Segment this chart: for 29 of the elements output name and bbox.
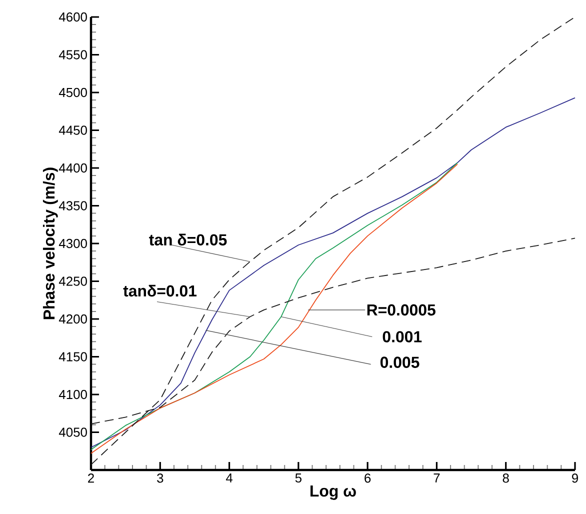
y-tick-label: 4400 (58, 163, 87, 173)
y-tick-label: 4600 (58, 12, 87, 22)
x-tick-label: 8 (502, 474, 509, 483)
y-tick-label: 4250 (58, 276, 87, 286)
y-axis-title: Phase velocity (m/s) (42, 168, 58, 320)
annotation: tanδ=0.01 (123, 284, 197, 297)
annotation: R=0.0005 (367, 304, 436, 316)
y-tick-label: 4050 (58, 428, 87, 437)
line-series (90, 97, 576, 448)
y-tick-label: 4350 (58, 201, 87, 210)
x-tick-label: 9 (572, 474, 578, 483)
y-tick-label: 4300 (58, 238, 87, 248)
annotation: tan δ=0.05 (149, 234, 227, 246)
line-series (90, 16, 576, 466)
x-axis-title: Log ω (310, 486, 356, 500)
y-tick-label: 4500 (58, 88, 87, 98)
x-tick-label: 2 (88, 474, 94, 483)
y-tick-label: 4200 (58, 314, 87, 324)
y-tick-label: 4450 (58, 126, 87, 135)
y-tick-label: 4150 (58, 352, 87, 362)
y-tick-label: 4550 (58, 50, 87, 60)
annotation: 0.005 (380, 356, 420, 368)
y-tick-label: 4100 (58, 390, 87, 400)
annotation: 0.001 (382, 331, 422, 342)
x-tick-label: 6 (364, 474, 371, 483)
x-tick-label: 5 (295, 474, 302, 483)
x-tick-label: 7 (434, 474, 440, 482)
x-tick-label: 4 (226, 474, 233, 482)
x-tick-label: 3 (157, 474, 164, 483)
